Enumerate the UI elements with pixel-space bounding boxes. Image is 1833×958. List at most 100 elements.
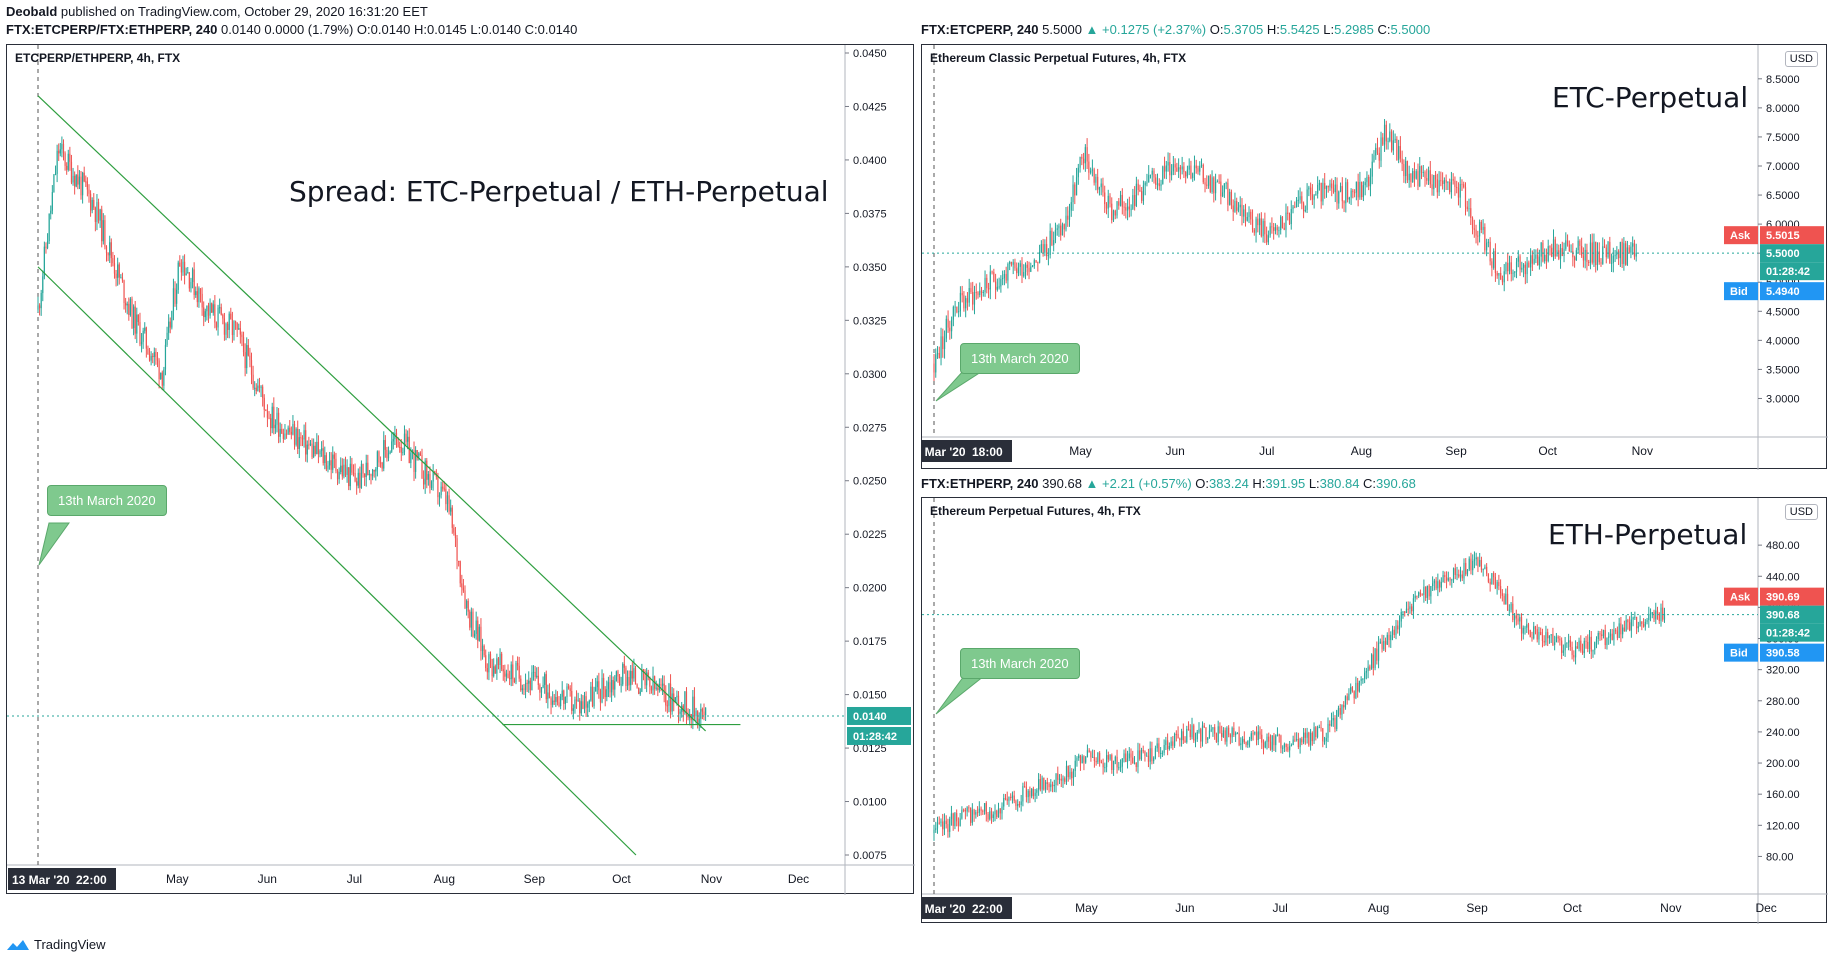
spread-chart-svg[interactable]: 0.0450 0.0425 0.0400 0.0375 0.0350 0.0325 0.03… [7, 45, 915, 895]
candle-body [1332, 188, 1335, 193]
candle-body [1055, 773, 1057, 785]
candle-body [1322, 728, 1324, 742]
candle-body [1241, 204, 1243, 217]
x-tick-label: Jun [1166, 444, 1185, 458]
etc-chart-panel[interactable]: 8.50008.00007.50007.00006.50006.00005.50… [921, 44, 1828, 470]
candle-body [1343, 705, 1345, 708]
candle-body [1616, 251, 1618, 256]
eth-chart-title: Ethereum Perpetual Futures, 4h, FTX [930, 504, 1141, 518]
march-callout[interactable]: 13th March 2020 [47, 485, 167, 516]
candle-body [1410, 173, 1412, 182]
candle-body [265, 409, 267, 411]
candle-body [1404, 611, 1406, 613]
candle-body [206, 305, 208, 312]
candle-body [236, 322, 238, 330]
candle-body [583, 696, 586, 709]
candle-body [1487, 241, 1489, 243]
candle-body [1341, 186, 1343, 202]
candle-body [566, 686, 568, 698]
march-callout[interactable]: 13th March 2020 [960, 648, 1080, 679]
candle-body [1003, 798, 1005, 807]
candle-body [1224, 730, 1226, 742]
candle-body [472, 611, 474, 637]
candle-body [1370, 654, 1373, 670]
candle-body [408, 436, 410, 464]
candle-body [1380, 137, 1382, 161]
eth-chart-panel[interactable]: 480.00440.00400.00360.00320.00280.00240.… [921, 497, 1828, 924]
candle-body [1364, 672, 1366, 679]
eth-annotation: ETH-Perpetual [1548, 518, 1748, 551]
candle-body [1515, 615, 1517, 619]
candle-body [1354, 192, 1356, 194]
eth-chart-svg[interactable]: 480.00440.00400.00360.00320.00280.00240.… [922, 498, 1828, 924]
candle-body [330, 460, 332, 470]
currency-button[interactable]: USD [1784, 504, 1818, 520]
candle-body [416, 450, 418, 458]
ask-label: Ask [1730, 230, 1751, 242]
candle-body [1119, 766, 1122, 768]
candle-body [367, 462, 369, 475]
candle-body [1353, 691, 1355, 699]
candle-body [1496, 272, 1498, 276]
candle-body [1589, 242, 1592, 263]
candle-body [344, 464, 347, 475]
candle-body [403, 433, 406, 453]
candle-body [1489, 241, 1491, 262]
publisher-name[interactable]: Deobald [6, 4, 58, 19]
candle-body [1090, 170, 1092, 173]
candle-body [1411, 606, 1413, 612]
candle-body [470, 611, 472, 628]
candle-body [136, 314, 138, 334]
candle-body [1174, 164, 1176, 168]
candle-body [346, 467, 348, 475]
y-tick-label: 0.0075 [853, 850, 887, 862]
candle-body [1496, 582, 1498, 589]
candle-body [1635, 616, 1638, 629]
footer-brand[interactable]: TradingView [6, 937, 106, 952]
candle-body [277, 412, 280, 437]
candle-body [176, 289, 178, 304]
candle-body [1454, 180, 1456, 187]
candle-body [54, 173, 57, 175]
candle-body [661, 683, 664, 686]
candle-body [1299, 738, 1301, 748]
etc-chart-svg[interactable]: 8.50008.00007.50007.00006.50006.00005.50… [922, 45, 1828, 470]
ask-label-bg [1724, 587, 1758, 606]
candle-body [183, 261, 186, 276]
candle-body [1557, 636, 1559, 639]
candle-body [993, 272, 995, 282]
candle-body [335, 458, 337, 471]
candle-body [1276, 227, 1278, 231]
candle-body [507, 673, 509, 679]
candle-body [1261, 734, 1263, 743]
candle-body [1399, 146, 1401, 159]
candle-body [104, 220, 106, 247]
march-callout[interactable]: 13th March 2020 [960, 343, 1080, 374]
candle-body [1558, 250, 1560, 259]
x-tick-label: Dec [1755, 901, 1776, 915]
candle-body [102, 220, 104, 242]
candle-body [657, 687, 659, 691]
spread-chart-panel[interactable]: 0.0450 0.0425 0.0400 0.0375 0.0350 0.0325 0.03… [6, 44, 915, 895]
candle-body [1463, 184, 1465, 188]
h-label: H: [1252, 476, 1266, 491]
currency-button[interactable]: USD [1784, 51, 1818, 67]
callout-pointer [38, 522, 70, 566]
candle-body [43, 246, 45, 277]
candle-body [1156, 183, 1159, 185]
candle-body [1162, 166, 1164, 184]
candle-body [1433, 580, 1435, 584]
candle-body [290, 431, 292, 435]
candle-body [1123, 206, 1125, 208]
candle-body [595, 687, 597, 692]
y-tick-label: 4.5000 [1766, 306, 1800, 318]
candle-body [1519, 256, 1521, 270]
candle-body [942, 821, 944, 830]
candle-body [1182, 731, 1184, 741]
y-tick-label: 0.0400 [853, 155, 887, 167]
candle-body [1297, 739, 1299, 748]
candle-body [257, 385, 259, 391]
candle-body [357, 472, 359, 486]
candle-body [933, 363, 935, 373]
candle-body [1003, 273, 1005, 279]
